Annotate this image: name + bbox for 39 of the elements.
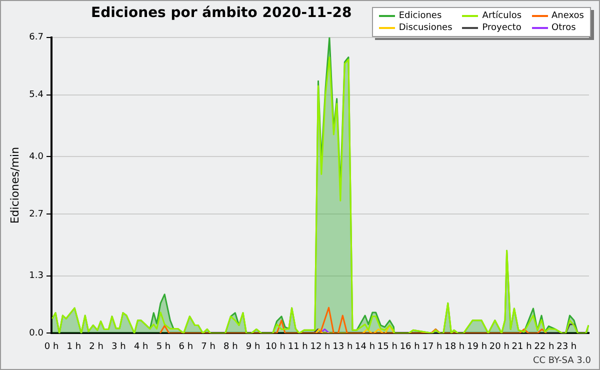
x-tick-label: 2 h (89, 342, 104, 352)
x-tick-label: 10 h (265, 342, 286, 352)
x-tick-label: 15 h (377, 342, 398, 352)
y-tick-label: 6.7 (29, 32, 44, 43)
x-tick-label: 4 h (134, 342, 148, 352)
x-tick-label: 11 h (288, 342, 308, 352)
y-tick-label: 4.0 (29, 152, 44, 162)
x-tick-label: 19 h (467, 342, 488, 352)
x-tick-label: 8 h (224, 342, 238, 352)
y-tick-label: 5.4 (29, 90, 44, 100)
legend-label: Ediciones (398, 10, 442, 22)
chart-title: Ediciones por ámbito 2020-11-28 (91, 5, 352, 21)
legend-label: Discusiones (398, 22, 452, 34)
x-tick-label: 16 h (400, 342, 420, 352)
x-tick-label: 7 h (201, 342, 216, 352)
y-tick-label: 2.7 (29, 209, 44, 220)
x-tick-label: 14 h (355, 342, 376, 352)
x-tick-label: 22 h (534, 342, 554, 352)
text: CC BY-SA 3.0 (533, 356, 592, 366)
y-tick-label: 0.0 (29, 328, 44, 339)
legend-label: Otros (552, 22, 576, 34)
legend-label: Proyecto (482, 22, 522, 34)
x-tick-label: 12 h (310, 342, 330, 352)
x-tick-label: 20 h (489, 342, 510, 352)
x-tick-label: 0 h (44, 342, 59, 352)
x-tick-label: 3 h (112, 342, 126, 352)
legend-label: Anexos (552, 10, 584, 22)
x-tick-label: 17 h (422, 342, 442, 352)
legend-label: Artículos (482, 10, 522, 22)
x-tick-label: 23 h (556, 342, 577, 352)
x-tick-label: 13 h (332, 342, 353, 352)
x-tick-label: 1 h (66, 342, 82, 352)
x-tick-label: 21 h (512, 342, 532, 352)
y-tick-label: 1.3 (29, 271, 44, 282)
x-tick-label: 6 h (178, 342, 194, 352)
x-tick-label: 9 h (246, 342, 260, 352)
y-axis-title: Ediciones/min (8, 146, 22, 224)
x-tick-label: 18 h (444, 342, 465, 352)
x-tick-label: 5 h (156, 342, 171, 352)
